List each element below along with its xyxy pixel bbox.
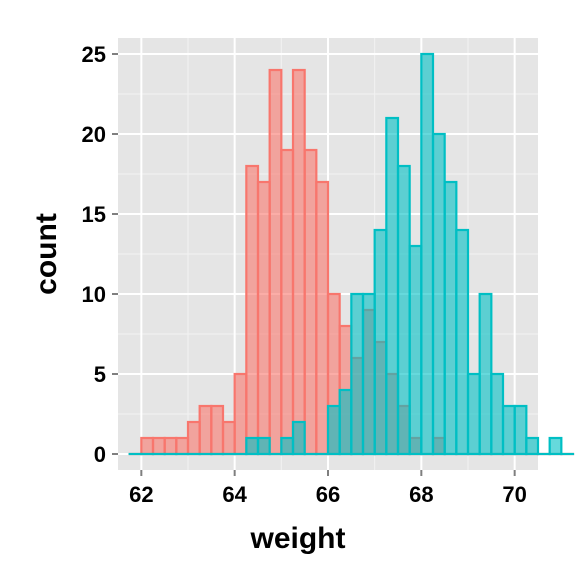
histogram-bar [256,180,271,456]
x-tick-label: 70 [502,482,526,507]
y-tick-label: 10 [82,282,106,307]
histogram-bar [233,372,248,456]
x-tick-label: 66 [316,482,340,507]
histogram-bar [338,388,353,456]
y-tick-label: 25 [82,42,106,67]
histogram-bar [455,228,470,456]
histogram-bar [525,436,540,456]
histogram-bars [128,52,575,456]
histogram-bar [490,372,505,456]
histogram-bar [431,132,446,456]
histogram-bar [373,228,388,456]
histogram-bar [396,164,411,456]
histogram-bar [280,148,295,456]
x-axis-title: weight [250,522,346,555]
histogram-bar [256,436,271,456]
histogram-bar [443,180,458,456]
histogram-bar [478,292,493,456]
histogram-bar [210,404,225,456]
histogram-bar [140,436,155,456]
histogram-bar [245,436,260,456]
histogram-bar [420,52,435,456]
x-tick-label: 64 [222,482,247,507]
histogram-bar [291,420,306,456]
x-tick-label: 62 [129,482,153,507]
y-axis-ticks: 0 5 10 15 20 25 [82,42,118,467]
histogram-bar [268,68,283,456]
histogram-bar [221,420,236,456]
x-axis-ticks: 62 64 66 68 70 [129,470,527,507]
x-tick-label: 68 [409,482,433,507]
y-tick-label: 5 [94,362,106,387]
histogram-bar [151,436,166,456]
histogram-bar [245,164,260,456]
histogram-bar [280,436,295,456]
histogram-bar [315,180,330,456]
histogram-bar [361,292,376,456]
histogram-bar [175,436,190,456]
histogram-bar [501,404,516,456]
y-tick-label: 15 [82,202,106,227]
y-axis-title: count [30,213,63,295]
histogram-bar [548,436,563,456]
histogram-bar [291,68,306,456]
histogram-bar [163,436,178,456]
histogram-bar [198,404,213,456]
y-tick-label: 20 [82,122,106,147]
histogram-bar [466,372,481,456]
histogram-bar [513,404,528,456]
histogram-bar [385,116,400,456]
histogram-bar [186,420,201,456]
y-tick-label: 0 [94,442,106,467]
histogram-bar [350,292,365,456]
histogram-bar [408,244,423,456]
histogram-bar [303,148,318,456]
histogram-bar [326,404,341,456]
